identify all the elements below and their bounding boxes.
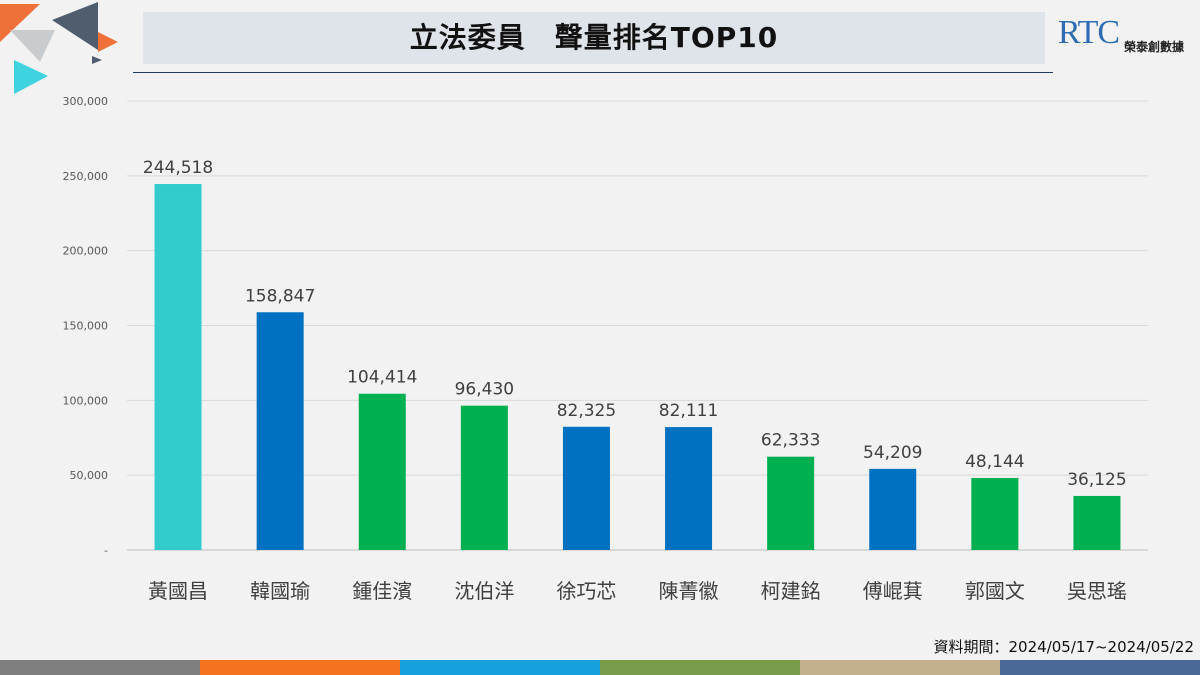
data-label: 244,518 (143, 158, 213, 178)
y-tick-label: - (104, 544, 108, 557)
rtc-logo: RTC 榮泰創數據 (1058, 12, 1198, 56)
logo-text: RTC (1058, 14, 1120, 51)
bar (971, 477, 1019, 550)
y-tick-label: 250,000 (63, 170, 109, 183)
x-tick-label: 郭國文 (965, 579, 1025, 603)
bar (256, 312, 304, 550)
data-label: 158,847 (245, 286, 315, 306)
data-period-note: 資料期間：2024/05/17~2024/05/22 (933, 638, 1194, 656)
data-label: 62,333 (761, 431, 820, 451)
corner-decoration (0, 2, 118, 94)
x-tick-label: 陳菁徽 (659, 579, 719, 603)
bottom-bar-segment (0, 660, 200, 675)
x-tick-label: 傅崐萁 (863, 579, 923, 603)
page-title: 立法委員 聲量排名TOP10 (409, 21, 779, 54)
y-tick-label: 300,000 (63, 95, 109, 108)
bottom-bar-segment (1000, 660, 1200, 675)
deco-triangle-grey-small (92, 56, 102, 64)
bar (767, 456, 815, 550)
data-label: 82,325 (557, 401, 616, 421)
title-banner: 立法委員 聲量排名TOP10 (143, 12, 1045, 64)
y-tick-label: 200,000 (63, 245, 109, 258)
data-label: 96,430 (455, 380, 514, 400)
x-tick-label: 吳思瑤 (1067, 579, 1127, 603)
bar (358, 393, 406, 550)
bar (562, 426, 610, 550)
x-tick-label: 徐巧芯 (556, 579, 616, 603)
deco-triangle-orange (0, 4, 40, 42)
x-tick-label: 柯建銘 (761, 579, 821, 603)
deco-triangle-orange-small (98, 32, 118, 52)
x-tick-label: 黃國昌 (148, 579, 208, 603)
data-label: 54,209 (863, 443, 922, 463)
y-tick-label: 50,000 (70, 469, 109, 482)
deco-triangle-navy (52, 2, 98, 50)
bottom-bar-segment (200, 660, 400, 675)
logo-subtext: 榮泰創數據 (1124, 40, 1185, 54)
x-tick-label: 鍾佳濱 (352, 579, 412, 603)
data-label: 82,111 (659, 401, 718, 421)
bottom-bar-segment (600, 660, 800, 675)
title-divider (133, 72, 1053, 73)
data-label: 104,414 (347, 368, 417, 388)
bar (154, 184, 202, 550)
y-tick-label: 150,000 (63, 320, 109, 333)
bar (869, 468, 917, 550)
x-tick-label: 韓國瑜 (250, 579, 310, 603)
bottom-bar-segment (800, 660, 1000, 675)
bottom-bar-segment (400, 660, 600, 675)
bar-chart: - 50,000 100,000 150,000 200,000 250,000 300,0… (63, 95, 1148, 603)
x-tick-label: 沈伯洋 (454, 579, 514, 603)
bar (665, 427, 713, 550)
data-label: 48,144 (965, 452, 1024, 472)
bar (460, 405, 508, 550)
bottom-color-bar (0, 660, 1200, 675)
data-label: 36,125 (1067, 470, 1126, 490)
deco-triangle-cyan (14, 60, 48, 94)
bar (1073, 495, 1121, 550)
deco-triangle-grey (10, 30, 55, 62)
y-tick-label: 100,000 (63, 394, 109, 407)
